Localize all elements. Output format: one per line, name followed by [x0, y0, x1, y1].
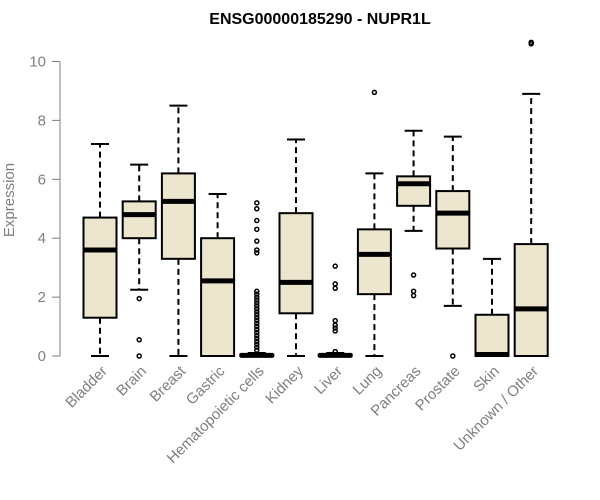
box-group — [435, 135, 471, 359]
outlier-point — [254, 317, 260, 324]
outlier-point — [136, 337, 142, 343]
outlier-point — [254, 200, 260, 206]
y-axis-label: Expression — [1, 163, 18, 237]
box-group — [474, 257, 510, 358]
chart-title: ENSG00000185290 - NUPR1L — [209, 11, 431, 28]
box-iqr — [474, 313, 510, 357]
outlier-point — [254, 309, 260, 315]
box-iqr — [121, 200, 157, 240]
outlier-point — [254, 250, 260, 256]
outlier-point — [410, 272, 417, 278]
x-tick-label: Skin — [470, 363, 503, 396]
box-group — [317, 263, 353, 358]
outlier-point — [254, 338, 260, 345]
outlier-point — [332, 348, 338, 355]
outlier-point — [254, 247, 260, 253]
box-group — [239, 200, 275, 358]
outlier-point — [410, 292, 417, 299]
outlier-point — [254, 238, 260, 244]
outlier-point — [254, 226, 260, 233]
outlier-point — [254, 306, 260, 312]
box-iqr — [356, 228, 392, 296]
outlier-point — [254, 294, 260, 300]
boxes-group — [82, 39, 549, 359]
x-tick-label: Bladder — [62, 363, 111, 412]
box-group — [278, 138, 314, 357]
outlier-point — [371, 89, 378, 96]
outlier-point — [254, 335, 260, 342]
outlier-point — [332, 281, 338, 287]
outlier-point — [254, 341, 260, 347]
outlier-point — [136, 295, 142, 302]
y-axis: 0 2 4 6 8 10 — [29, 54, 61, 365]
outlier-point — [254, 314, 260, 321]
x-tick-label: Liver — [311, 363, 346, 398]
y-tick-label: 8 — [38, 112, 46, 129]
outlier-point — [450, 353, 456, 359]
box-group — [200, 193, 236, 357]
outlier-point — [254, 323, 260, 330]
box-group — [356, 89, 392, 357]
x-tick-label: Lung — [350, 363, 386, 399]
outlier-point — [332, 322, 338, 328]
box-iqr — [82, 216, 118, 319]
box-iqr — [278, 212, 314, 315]
y-tick-label: 10 — [29, 54, 46, 71]
outlier-point — [254, 312, 260, 318]
outlier-point — [254, 320, 260, 327]
box-iqr — [396, 175, 432, 207]
outlier-point — [332, 317, 338, 324]
x-tick-label: Kidney — [262, 362, 307, 407]
outlier-point — [254, 288, 260, 294]
box-group — [121, 163, 157, 359]
x-tick-label: Breast — [147, 362, 190, 405]
y-tick-label: 2 — [38, 289, 46, 306]
y-tick-label: 0 — [38, 348, 46, 365]
outlier-point — [136, 353, 142, 359]
box-iqr — [160, 172, 196, 260]
box-iqr — [435, 190, 471, 250]
outlier-point — [332, 325, 338, 331]
y-tick-label: 4 — [38, 230, 46, 247]
outlier-point — [254, 329, 260, 336]
y-tick-label: 6 — [38, 171, 46, 188]
outlier-point — [332, 263, 338, 269]
outlier-point — [254, 332, 260, 339]
box-group — [513, 39, 549, 357]
outlier-point — [254, 347, 260, 353]
outlier-point — [528, 39, 534, 46]
outlier-point — [254, 326, 260, 333]
box-group — [396, 129, 432, 299]
outlier-point — [332, 328, 338, 334]
box-group — [160, 104, 196, 357]
outlier-point — [332, 285, 338, 292]
outlier-point — [254, 344, 260, 350]
box-iqr — [200, 237, 236, 357]
x-tick-label: Brain — [113, 363, 150, 400]
outlier-point — [254, 217, 260, 224]
outlier-point — [254, 303, 260, 309]
outlier-point — [254, 297, 260, 303]
box-group — [82, 142, 118, 357]
outlier-point — [254, 300, 260, 306]
outlier-point — [254, 206, 260, 212]
outlier-point — [254, 291, 260, 297]
outlier-point — [410, 288, 417, 294]
box-iqr — [513, 243, 549, 357]
